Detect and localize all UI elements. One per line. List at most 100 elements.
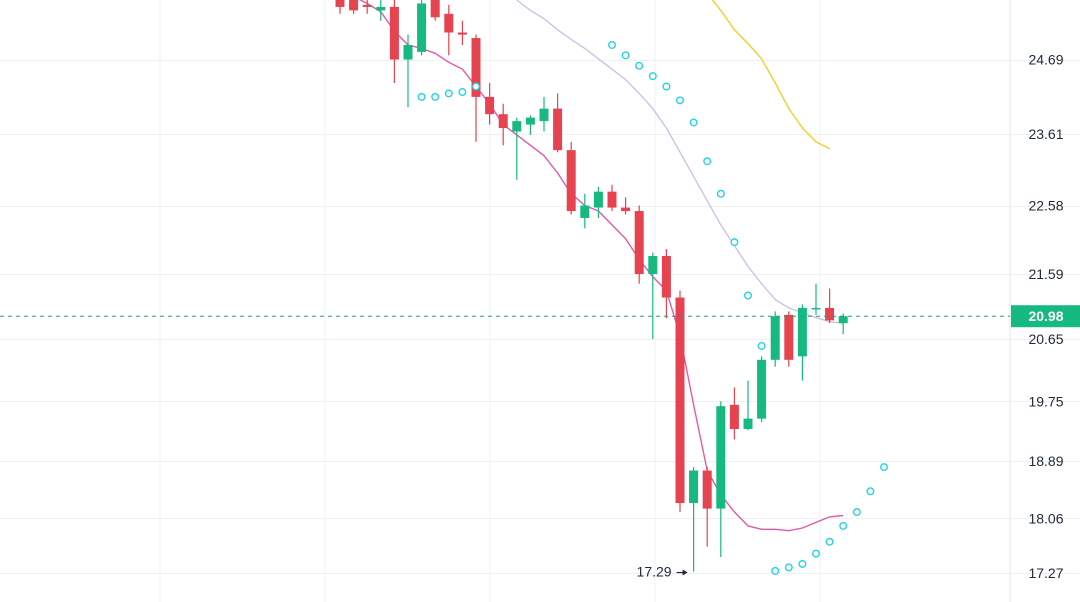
y-tick-label: 24.69	[1028, 52, 1063, 68]
low-annotation-layer: 17.29	[637, 564, 688, 580]
sar-dot	[798, 559, 807, 568]
candle-down	[362, 0, 372, 14]
candle-body	[648, 256, 658, 275]
candle-down	[702, 467, 712, 547]
candle-down	[729, 387, 739, 440]
candle-body	[593, 191, 603, 208]
low-arrow-head	[682, 569, 688, 576]
candle-body	[417, 3, 427, 52]
candle-up	[525, 115, 535, 135]
candle-body	[784, 314, 794, 360]
ma-short-line	[358, 0, 844, 532]
candle-body	[825, 307, 835, 321]
candle-body	[716, 406, 726, 509]
candle-body	[512, 121, 522, 132]
price-axis: 24.69 23.61 22.58 21.59 20.65 19.75 18.89 18.06…	[1028, 52, 1063, 581]
candle-down	[566, 141, 576, 215]
sar-dot	[744, 291, 753, 300]
candle-body	[811, 307, 821, 310]
candle-down	[335, 0, 345, 14]
candle-body	[770, 316, 780, 360]
candle-body	[457, 32, 467, 35]
candle-body	[553, 108, 563, 151]
candle-body	[797, 307, 807, 357]
y-tick-label: 22.58	[1028, 198, 1063, 214]
candle-up	[648, 252, 658, 340]
moving-average-layer	[358, 0, 844, 532]
candle-body	[376, 6, 386, 11]
candle-body	[729, 404, 739, 430]
candle-body	[580, 205, 590, 218]
ma-long-line	[711, 0, 830, 150]
sar-dot	[771, 566, 780, 575]
y-tick-label: 18.89	[1028, 453, 1063, 469]
candle-body	[389, 6, 399, 60]
candle-down	[621, 197, 631, 215]
candle-body	[485, 96, 495, 115]
y-tick-label: 18.06	[1028, 510, 1063, 526]
candle-up	[512, 117, 522, 180]
sar-dot	[621, 51, 630, 60]
candle-up	[743, 380, 753, 431]
candle-down	[661, 249, 671, 319]
candle-body	[675, 297, 685, 504]
candle-up	[757, 356, 767, 423]
low-price-label: 17.29	[637, 564, 672, 580]
sar-dot	[689, 118, 698, 127]
candle-body	[539, 108, 549, 122]
candle-up	[417, 0, 427, 56]
sar-dot	[635, 61, 644, 70]
candle-up	[797, 304, 807, 381]
ma-mid-line	[516, 0, 844, 324]
candle-up	[580, 193, 590, 229]
candle-body	[335, 0, 345, 7]
candle-down	[634, 205, 644, 284]
sar-dot	[757, 341, 766, 350]
candle-down	[498, 103, 508, 146]
sar-dot	[730, 238, 739, 247]
candle-body	[634, 211, 644, 275]
y-tick-label: 23.61	[1028, 126, 1063, 142]
sar-dot	[431, 92, 440, 101]
candle-down	[444, 4, 454, 56]
candle-up	[811, 283, 821, 315]
candle-up	[716, 401, 726, 558]
candle-body	[621, 207, 631, 212]
candle-up	[770, 311, 780, 367]
candle-down	[825, 288, 835, 324]
y-tick-label: 21.59	[1028, 266, 1063, 282]
candle-body	[838, 316, 848, 324]
sar-dot	[784, 563, 793, 572]
sar-dot	[458, 88, 467, 97]
sar-dot	[825, 537, 834, 546]
candle-down	[430, 0, 440, 21]
sar-dot	[703, 157, 712, 166]
candle-body	[403, 44, 413, 60]
parabolic-sar-layer	[417, 40, 889, 575]
sar-dot	[417, 92, 426, 101]
candle-up	[376, 0, 386, 21]
candle-down	[553, 93, 563, 153]
candle-body	[566, 150, 576, 212]
candle-body	[471, 38, 481, 97]
candle-up	[403, 34, 413, 108]
candle-body	[525, 117, 535, 125]
candle-up	[838, 313, 848, 335]
candle-down	[389, 0, 399, 84]
sar-dot	[839, 521, 848, 530]
candle-down	[349, 0, 359, 14]
candle-down	[675, 290, 685, 513]
candle-body	[689, 470, 699, 504]
y-tick-label: 20.65	[1028, 331, 1063, 347]
candle-up	[593, 186, 603, 218]
candle-up	[539, 96, 549, 132]
candle-body	[757, 359, 767, 419]
candle-body	[607, 191, 617, 208]
candle-down	[457, 20, 467, 45]
sar-dot	[852, 508, 861, 517]
candle-down	[607, 184, 617, 212]
candle-down	[485, 83, 495, 125]
candle-body	[702, 470, 712, 509]
